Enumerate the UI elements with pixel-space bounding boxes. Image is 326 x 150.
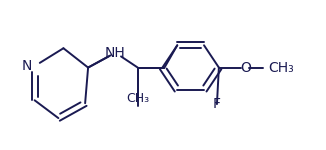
Text: F: F: [213, 97, 220, 111]
Text: N: N: [21, 59, 32, 73]
Text: CH₃: CH₃: [269, 61, 294, 75]
Text: O: O: [240, 61, 251, 75]
Text: CH₃: CH₃: [126, 92, 149, 105]
Text: NH: NH: [105, 46, 126, 60]
